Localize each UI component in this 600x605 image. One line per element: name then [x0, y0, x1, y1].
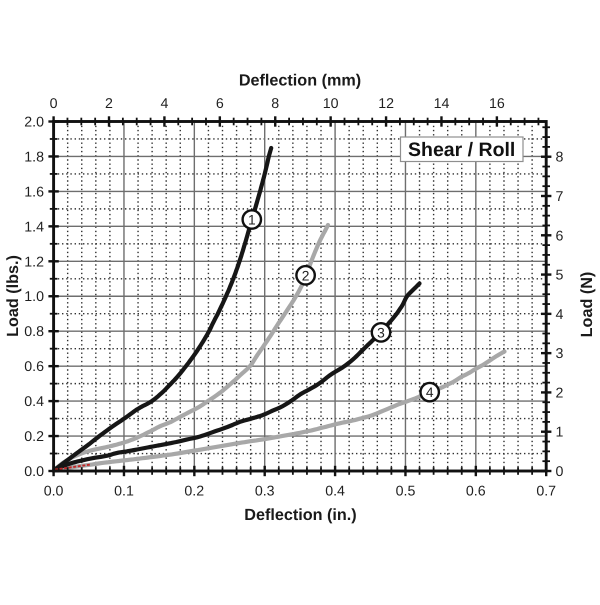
svg-text:0.7: 0.7 [536, 484, 556, 500]
svg-text:Load (lbs.): Load (lbs.) [4, 255, 22, 337]
svg-text:2: 2 [105, 96, 113, 112]
svg-text:0.4: 0.4 [24, 394, 44, 410]
svg-text:8: 8 [556, 150, 564, 166]
svg-text:12: 12 [378, 96, 394, 112]
svg-text:16: 16 [489, 96, 505, 112]
svg-text:0: 0 [50, 96, 58, 112]
svg-text:14: 14 [434, 96, 450, 112]
svg-text:0.1: 0.1 [114, 484, 134, 500]
svg-text:8: 8 [271, 96, 279, 112]
svg-text:4: 4 [556, 307, 564, 323]
svg-text:1.2: 1.2 [24, 254, 44, 270]
svg-text:Shear / Roll: Shear / Roll [408, 139, 515, 161]
svg-text:0.4: 0.4 [325, 484, 345, 500]
svg-text:Load (N): Load (N) [578, 272, 596, 338]
svg-text:10: 10 [323, 96, 339, 112]
svg-text:4: 4 [426, 385, 434, 400]
svg-text:6: 6 [556, 228, 564, 244]
svg-text:5: 5 [556, 268, 564, 284]
svg-text:1.6: 1.6 [24, 184, 44, 200]
svg-text:0.3: 0.3 [255, 484, 275, 500]
svg-text:1: 1 [248, 213, 256, 228]
svg-text:2: 2 [302, 268, 310, 283]
svg-text:3: 3 [377, 325, 385, 340]
svg-text:2: 2 [556, 385, 564, 401]
svg-text:0.0: 0.0 [44, 484, 64, 500]
svg-text:Deflection (in.): Deflection (in.) [244, 506, 356, 524]
svg-text:0.6: 0.6 [466, 484, 486, 500]
svg-text:0.8: 0.8 [24, 324, 44, 340]
svg-text:1.8: 1.8 [24, 149, 44, 165]
svg-text:2.0: 2.0 [24, 115, 44, 131]
svg-text:1.4: 1.4 [24, 219, 44, 235]
svg-text:4: 4 [160, 96, 168, 112]
svg-text:1: 1 [556, 425, 564, 441]
svg-text:0.5: 0.5 [396, 484, 416, 500]
svg-text:6: 6 [216, 96, 224, 112]
svg-text:3: 3 [556, 346, 564, 362]
svg-text:0: 0 [556, 464, 564, 480]
svg-text:0.6: 0.6 [24, 359, 44, 375]
svg-text:1.0: 1.0 [24, 289, 44, 305]
svg-text:0.0: 0.0 [24, 464, 44, 480]
svg-text:0.2: 0.2 [184, 484, 204, 500]
svg-text:0.2: 0.2 [24, 429, 44, 445]
svg-text:7: 7 [556, 189, 564, 205]
svg-text:Deflection (mm): Deflection (mm) [239, 72, 361, 90]
